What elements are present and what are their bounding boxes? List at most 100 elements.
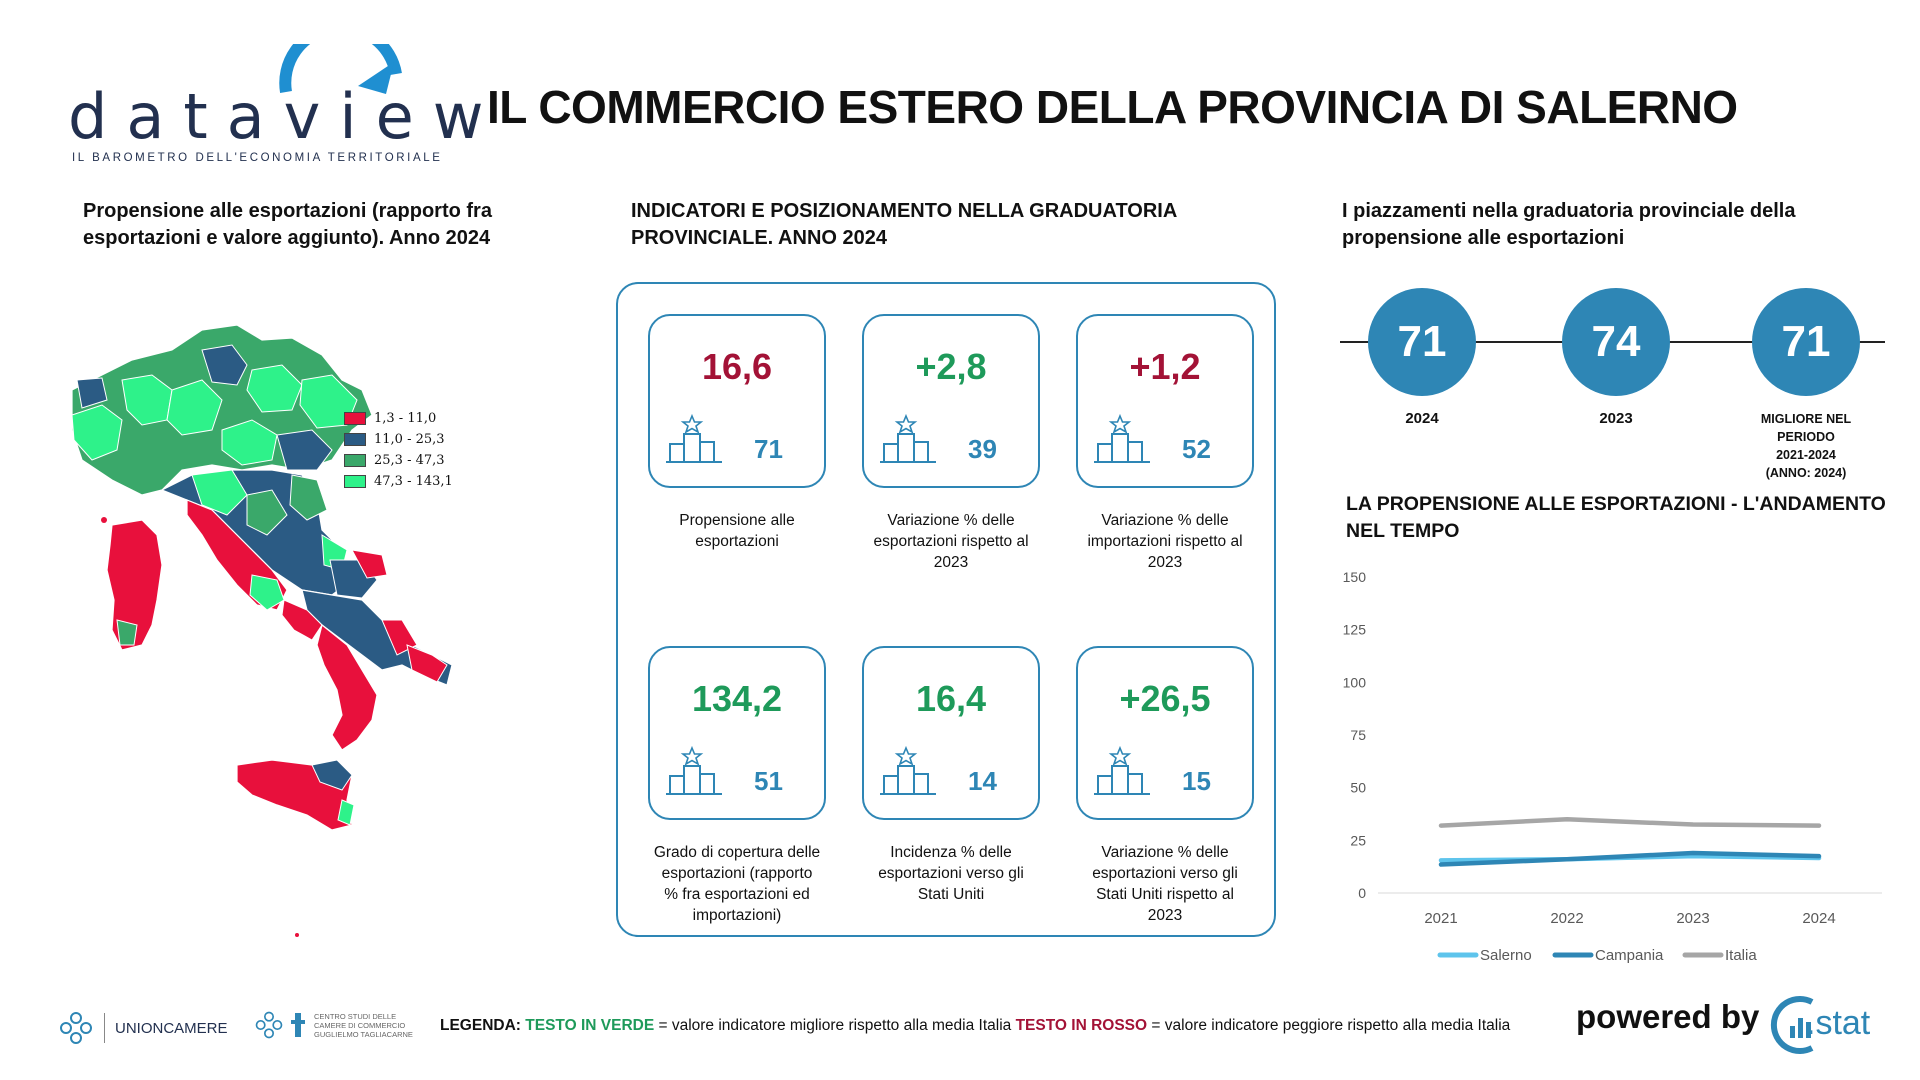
indicator-card: +2,8 39 bbox=[862, 314, 1040, 488]
indicator-value: +26,5 bbox=[1119, 678, 1211, 719]
indicator-card: +26,5 15 bbox=[1076, 646, 1254, 820]
y-tick-label: 25 bbox=[1350, 832, 1366, 848]
map-legend-label: 1,3 - 11,0 bbox=[374, 411, 437, 426]
ranking-label-line: 2023 bbox=[1599, 410, 1633, 427]
indicator-card: 16,4 14 bbox=[862, 646, 1040, 820]
chart-legend-item: Campania bbox=[1552, 947, 1664, 964]
indicator-description-line: esportazioni (rapporto bbox=[661, 865, 813, 882]
map-legend-item: 47,3 - 143,1 bbox=[344, 473, 453, 490]
indicator-description-line: Stati Uniti rispetto al bbox=[1096, 886, 1234, 903]
indicator-card: 16,6 71 bbox=[648, 314, 826, 488]
indicator-rank: 14 bbox=[968, 766, 997, 796]
indicator-value: 16,4 bbox=[915, 678, 987, 719]
indicator-description-line: esportazioni bbox=[695, 533, 779, 550]
unioncamere-label: UNIONCAMERE bbox=[115, 1019, 228, 1037]
legend-label: LEGENDA: bbox=[440, 1017, 521, 1034]
map-legend-item: 11,0 - 25,3 bbox=[344, 431, 453, 448]
chart-legend-label: Campania bbox=[1595, 947, 1664, 964]
indicator-description: Incidenza % delle esportazioni verso gli S… bbox=[856, 842, 1046, 905]
ranking-circle: 71 bbox=[1752, 288, 1860, 396]
indicator-description: Variazione % delle esportazioni verso gli… bbox=[1070, 842, 1260, 926]
indicator-value: 16,6 bbox=[701, 346, 773, 387]
indicator-description-line: importazioni) bbox=[692, 907, 782, 924]
chart-legend-label: Italia bbox=[1725, 947, 1757, 964]
rankings-section-title: I piazzamenti nella graduatoria provinci… bbox=[1342, 198, 1795, 252]
ranking-label: 2024 bbox=[1352, 410, 1492, 427]
map-province bbox=[221, 419, 278, 466]
indicator-description-line: esportazioni rispetto al bbox=[873, 533, 1029, 550]
trend-title-line-2: NEL TEMPO bbox=[1346, 520, 1460, 542]
centro-studi-line-3: GUGLIELMO TAGLIACARNE bbox=[314, 1029, 413, 1039]
map-legend-swatch bbox=[344, 412, 366, 425]
podium-icon bbox=[666, 745, 722, 795]
map-province bbox=[281, 599, 323, 641]
ranking-label: 2023 bbox=[1546, 410, 1686, 427]
ranking-label-line: 2024 bbox=[1405, 410, 1439, 427]
indicator-description-line: Variazione % delle bbox=[1101, 512, 1229, 529]
indicator-description-line: Propensione alle bbox=[679, 512, 795, 529]
indicator-description-line: Variazione % delle bbox=[887, 512, 1015, 529]
indicators-section-title: INDICATORI E POSIZIONAMENTO NELLA GRADUA… bbox=[631, 198, 1177, 252]
indicators-panel: 16,6 71 Propensione alle esportazioni +2,8 39… bbox=[616, 282, 1276, 937]
map-province bbox=[249, 574, 285, 611]
map-title-line-1: Propensione alle esportazioni (rapporto … bbox=[83, 200, 492, 222]
ranking-label-line: 2021-2024 bbox=[1776, 448, 1836, 462]
map-province bbox=[289, 474, 328, 521]
indicator-description-line: esportazioni verso gli bbox=[878, 865, 1024, 882]
podium-icon bbox=[1094, 745, 1150, 795]
logo-divider bbox=[104, 1013, 105, 1043]
ranking-label-line: MIGLIORE NEL bbox=[1760, 412, 1852, 426]
indicator-description-line: importazioni rispetto al bbox=[1087, 533, 1243, 550]
indicator-description: Propensione alle esportazioni bbox=[642, 510, 832, 552]
map-legend-swatch bbox=[344, 475, 366, 488]
ranking-label-line: (ANNO: 2024) bbox=[1765, 466, 1847, 480]
centro-studi-label: CENTRO STUDI DELLE CAMERE DI COMMERCIO G… bbox=[314, 1012, 413, 1039]
indicator-value: 134,2 bbox=[691, 678, 783, 719]
stat-logo: .stat bbox=[1768, 992, 1888, 1056]
rankings-title-line-2: propensione alle esportazioni bbox=[1342, 227, 1625, 249]
logo-wordmark: dataview bbox=[68, 80, 503, 153]
trend-section-title: LA PROPENSIONE ALLE ESPORTAZIONI - L'AND… bbox=[1346, 491, 1886, 545]
y-tick-label: 0 bbox=[1358, 885, 1366, 901]
map-legend-swatch bbox=[344, 454, 366, 467]
unioncamere-emblem-icon bbox=[60, 1012, 92, 1044]
unioncamere-logo: UNIONCAMERE bbox=[58, 1010, 228, 1046]
indicator-value: +1,2 bbox=[1129, 346, 1201, 387]
rankings-title-line-1: I piazzamenti nella graduatoria provinci… bbox=[1342, 200, 1796, 222]
map-legend-item: 1,3 - 11,0 bbox=[344, 410, 453, 427]
centro-studi-emblem-icon bbox=[255, 1011, 283, 1039]
centro-studi-mark-icon bbox=[291, 1013, 305, 1037]
y-tick-label: 150 bbox=[1343, 569, 1367, 585]
map-province bbox=[337, 799, 355, 826]
legend-red-desc: = valore indicatore peggiore rispetto al… bbox=[1147, 1017, 1511, 1034]
map-province bbox=[299, 374, 358, 429]
podium-icon bbox=[880, 413, 936, 463]
map-province bbox=[246, 489, 288, 536]
indicator-description: Variazione % delle esportazioni rispetto … bbox=[856, 510, 1046, 573]
y-tick-label: 100 bbox=[1343, 674, 1367, 690]
y-tick-label: 125 bbox=[1343, 622, 1367, 638]
indicator-rank: 15 bbox=[1182, 766, 1211, 796]
podium-icon bbox=[880, 745, 936, 795]
footer-color-legend: LEGENDA: TESTO IN VERDE = valore indicat… bbox=[440, 1017, 1510, 1035]
indicator-description-line: 2023 bbox=[1147, 907, 1183, 924]
map-province bbox=[71, 404, 123, 461]
stat-logo-text: .stat bbox=[1806, 1004, 1871, 1042]
legend-red-text: TESTO IN ROSSO bbox=[1015, 1017, 1148, 1034]
map-province bbox=[116, 619, 138, 646]
centro-studi-line-1: CENTRO STUDI DELLE bbox=[314, 1011, 397, 1021]
indicator-rank: 52 bbox=[1182, 434, 1211, 464]
indicator-description-line: 2023 bbox=[1147, 554, 1183, 571]
trend-title-line-1: LA PROPENSIONE ALLE ESPORTAZIONI - L'AND… bbox=[1346, 493, 1886, 515]
centro-studi-logo: CENTRO STUDI DELLE CAMERE DI COMMERCIO G… bbox=[254, 1010, 413, 1040]
indicator-card: 134,2 51 bbox=[648, 646, 826, 820]
dataview-logo: dataview IL BAROMETRO DELL'ECONOMIA TERR… bbox=[68, 44, 483, 174]
series-line-italia bbox=[1438, 817, 1822, 828]
indicator-card: +1,2 52 bbox=[1076, 314, 1254, 488]
x-tick-label: 2024 bbox=[1802, 910, 1835, 927]
series-line-campania bbox=[1438, 850, 1822, 867]
map-province bbox=[276, 429, 333, 471]
indicator-rank: 51 bbox=[754, 766, 783, 796]
podium-icon bbox=[666, 413, 722, 463]
indicator-rank: 71 bbox=[754, 434, 783, 464]
